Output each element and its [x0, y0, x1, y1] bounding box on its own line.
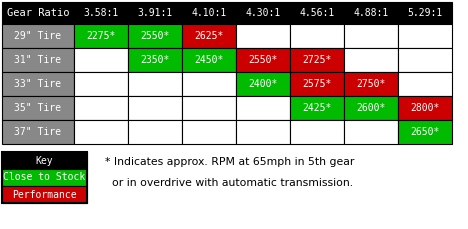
Bar	[182, 120, 236, 144]
Bar	[74, 2, 128, 24]
Bar	[344, 72, 398, 96]
Bar	[236, 72, 290, 96]
Text: 4.10:1: 4.10:1	[191, 8, 227, 18]
Bar	[2, 2, 74, 24]
Bar	[236, 48, 290, 72]
Bar	[2, 48, 74, 72]
Text: 2550*: 2550*	[140, 31, 170, 41]
Bar	[128, 24, 182, 48]
Bar	[344, 120, 398, 144]
Bar	[74, 120, 128, 144]
Bar	[2, 120, 74, 144]
Bar	[74, 96, 128, 120]
Bar	[236, 24, 290, 48]
Bar	[2, 24, 74, 48]
Bar	[290, 2, 344, 24]
Bar	[128, 72, 182, 96]
Text: 2725*: 2725*	[302, 55, 332, 65]
Bar	[2, 186, 87, 203]
Text: Performance: Performance	[12, 190, 77, 199]
Bar	[128, 120, 182, 144]
Bar	[344, 24, 398, 48]
Text: 29" Tire: 29" Tire	[15, 31, 61, 41]
Bar	[344, 2, 398, 24]
Text: 4.88:1: 4.88:1	[353, 8, 388, 18]
Bar	[2, 72, 74, 96]
Bar	[344, 48, 398, 72]
Text: or in overdrive with automatic transmission.: or in overdrive with automatic transmiss…	[105, 178, 353, 188]
Text: 35" Tire: 35" Tire	[15, 103, 61, 113]
Text: 4.56:1: 4.56:1	[300, 8, 335, 18]
Bar	[2, 96, 74, 120]
Bar	[74, 72, 128, 96]
Bar	[2, 152, 87, 169]
Text: 2450*: 2450*	[194, 55, 224, 65]
Bar	[398, 24, 452, 48]
Bar	[182, 48, 236, 72]
Bar	[182, 96, 236, 120]
Text: 2750*: 2750*	[356, 79, 386, 89]
Text: 2600*: 2600*	[356, 103, 386, 113]
Text: 33" Tire: 33" Tire	[15, 79, 61, 89]
Text: Key: Key	[36, 155, 53, 166]
Bar	[236, 120, 290, 144]
Bar	[182, 24, 236, 48]
Bar	[2, 152, 87, 203]
Text: 2275*: 2275*	[86, 31, 116, 41]
Text: 2400*: 2400*	[249, 79, 278, 89]
Text: 2800*: 2800*	[410, 103, 440, 113]
Bar	[236, 2, 290, 24]
Bar	[398, 72, 452, 96]
Bar	[398, 96, 452, 120]
Text: 3.58:1: 3.58:1	[83, 8, 118, 18]
Bar	[182, 2, 236, 24]
Text: 3.91:1: 3.91:1	[138, 8, 173, 18]
Text: 5.29:1: 5.29:1	[407, 8, 443, 18]
Bar	[236, 96, 290, 120]
Bar	[290, 24, 344, 48]
Bar	[128, 96, 182, 120]
Text: 2350*: 2350*	[140, 55, 170, 65]
Bar	[290, 120, 344, 144]
Text: 2550*: 2550*	[249, 55, 278, 65]
Text: Close to Stock: Close to Stock	[3, 172, 86, 183]
Bar	[290, 96, 344, 120]
Bar	[398, 2, 452, 24]
Text: 2650*: 2650*	[410, 127, 440, 137]
Bar	[182, 72, 236, 96]
Text: 37" Tire: 37" Tire	[15, 127, 61, 137]
Text: 2575*: 2575*	[302, 79, 332, 89]
Bar	[290, 72, 344, 96]
Bar	[398, 48, 452, 72]
Text: 4.30:1: 4.30:1	[245, 8, 281, 18]
Bar	[74, 48, 128, 72]
Bar	[398, 120, 452, 144]
Bar	[128, 2, 182, 24]
Text: * Indicates approx. RPM at 65mph in 5th gear: * Indicates approx. RPM at 65mph in 5th …	[105, 157, 354, 167]
Text: Gear Ratio: Gear Ratio	[7, 8, 69, 18]
Bar	[128, 48, 182, 72]
Bar	[344, 96, 398, 120]
Text: 31" Tire: 31" Tire	[15, 55, 61, 65]
Bar	[290, 48, 344, 72]
Text: 2625*: 2625*	[194, 31, 224, 41]
Bar	[74, 24, 128, 48]
Bar	[2, 169, 87, 186]
Text: 2425*: 2425*	[302, 103, 332, 113]
